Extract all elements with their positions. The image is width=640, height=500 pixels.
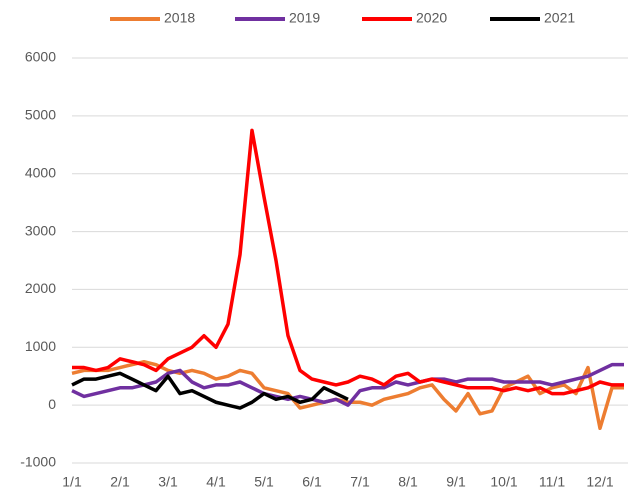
- legend-label: 2019: [289, 10, 320, 26]
- y-tick-label: 4000: [25, 164, 56, 180]
- y-tick-label: 5000: [25, 107, 56, 123]
- series-line: [71, 371, 349, 410]
- x-tick-label: 11/1: [539, 474, 565, 490]
- x-tick-label: 9/1: [446, 474, 466, 490]
- y-tick-label: -1000: [20, 454, 56, 470]
- x-tick-label: 6/1: [302, 474, 322, 490]
- series-line: [72, 128, 624, 396]
- x-tick-label: 5/1: [254, 474, 274, 490]
- x-tick-label: 10/1: [490, 474, 517, 490]
- y-tick-label: 1000: [25, 338, 56, 354]
- x-tick-label: 2/1: [110, 474, 130, 490]
- y-tick-label: 3000: [25, 222, 56, 238]
- x-tick-label: 12/1: [586, 474, 613, 490]
- y-tick-label: 2000: [25, 280, 56, 296]
- legend-label: 2018: [164, 10, 195, 26]
- y-tick-label: 6000: [25, 49, 56, 65]
- legend-label: 2020: [416, 10, 447, 26]
- x-tick-label: 3/1: [158, 474, 178, 490]
- x-tick-label: 8/1: [398, 474, 418, 490]
- x-tick-label: 1/1: [62, 474, 82, 490]
- legend-label: 2021: [544, 10, 575, 26]
- x-tick-label: 7/1: [350, 474, 370, 490]
- series-line: [71, 362, 624, 407]
- x-tick-label: 4/1: [206, 474, 226, 490]
- y-tick-label: 0: [48, 396, 56, 412]
